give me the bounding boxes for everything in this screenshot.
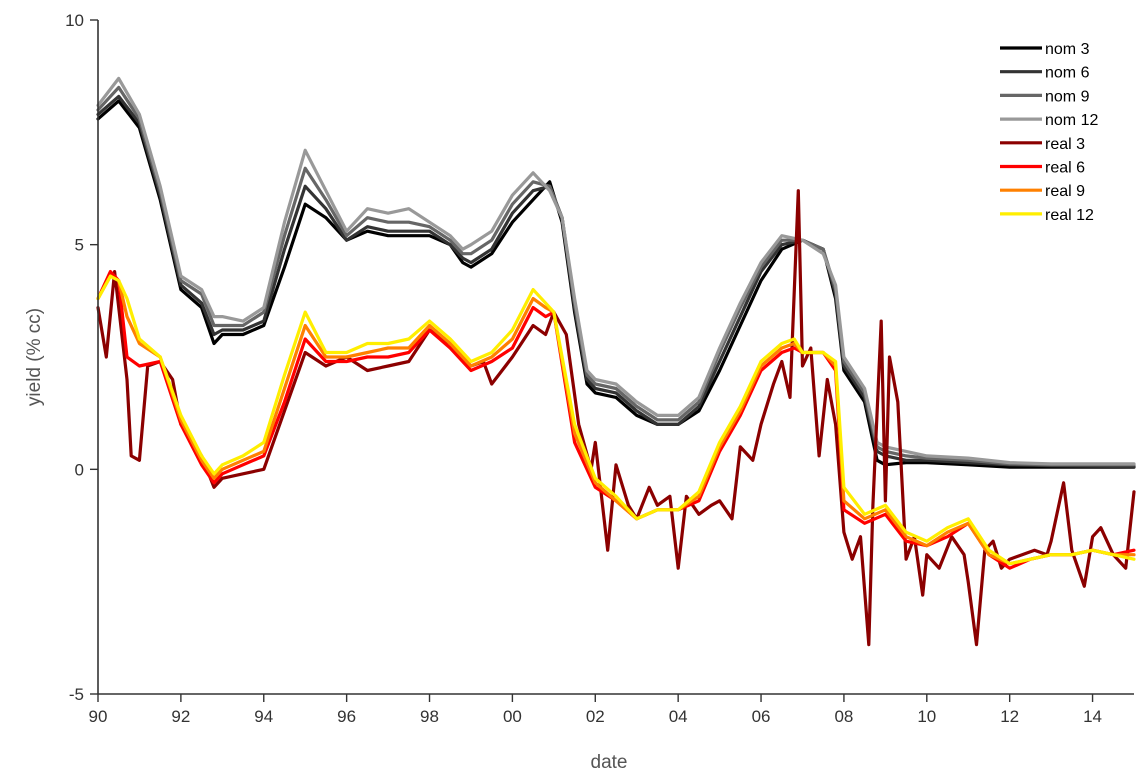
x-tick-label: 00 bbox=[503, 707, 522, 726]
legend-label: nom 3 bbox=[1045, 41, 1090, 58]
legend-label: real 3 bbox=[1045, 136, 1085, 153]
series-line-real-3 bbox=[96, 189, 1136, 647]
series-line-nom-9 bbox=[96, 85, 1136, 467]
x-tick-label: 12 bbox=[1000, 707, 1019, 726]
x-tick-label: 92 bbox=[171, 707, 190, 726]
x-axis-title: date bbox=[591, 752, 628, 773]
y-tick-label: 5 bbox=[75, 236, 84, 255]
y-tick-label: -5 bbox=[69, 685, 84, 704]
x-tick-label: 04 bbox=[669, 707, 688, 726]
axes-layer bbox=[97, 20, 1134, 695]
y-axis-title: yield (% cc) bbox=[24, 308, 45, 406]
series-line-real-12 bbox=[96, 274, 1136, 566]
x-tick-label: 08 bbox=[834, 707, 853, 726]
y-tick-label: 0 bbox=[75, 460, 84, 479]
legend-label: nom 9 bbox=[1045, 88, 1090, 105]
ticks-layer: 90 92 94 96 98 00 02 04 06 08 10 12 14 -5 0 5 10 bbox=[65, 11, 1102, 726]
x-tick-label: 98 bbox=[420, 707, 439, 726]
x-tick-label: 90 bbox=[89, 707, 108, 726]
x-tick-label: 96 bbox=[337, 707, 356, 726]
x-tick-label: 10 bbox=[917, 707, 936, 726]
y-tick-label: 10 bbox=[65, 11, 84, 30]
series-line-real-6 bbox=[96, 270, 1136, 570]
legend-label: real 6 bbox=[1045, 160, 1085, 177]
series-line-real-9 bbox=[96, 274, 1136, 566]
series-line-nom-3 bbox=[96, 99, 1136, 469]
legend-label: nom 6 bbox=[1045, 65, 1090, 82]
x-tick-label: 06 bbox=[752, 707, 771, 726]
legend-label: nom 12 bbox=[1045, 112, 1098, 129]
series-layer bbox=[96, 76, 1136, 647]
series-line-nom-6 bbox=[96, 94, 1136, 469]
x-tick-label: 02 bbox=[586, 707, 605, 726]
x-tick-label: 94 bbox=[254, 707, 273, 726]
legend-label: real 12 bbox=[1045, 207, 1094, 224]
x-tick-label: 14 bbox=[1083, 707, 1102, 726]
legend-label: real 9 bbox=[1045, 183, 1085, 200]
legend: nom 3 nom 6 nom 9 nom 12 real 3 real 6 real 9 r… bbox=[1000, 41, 1098, 224]
series-line-nom-12 bbox=[96, 76, 1136, 466]
